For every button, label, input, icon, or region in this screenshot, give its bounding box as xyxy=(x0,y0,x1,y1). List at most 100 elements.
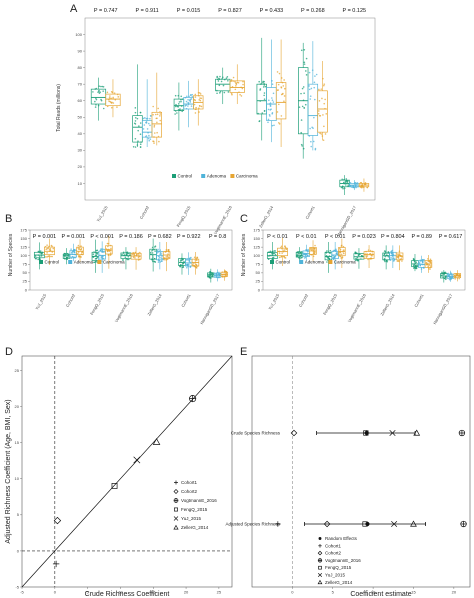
jitter-point xyxy=(159,253,162,255)
jitter-point xyxy=(100,256,103,258)
jitter-point xyxy=(283,95,286,97)
legend-swatch xyxy=(270,260,274,264)
jitter-point xyxy=(81,251,83,254)
jitter-point xyxy=(50,255,52,258)
jitter-point xyxy=(313,86,316,89)
jitter-point xyxy=(234,80,236,83)
x-tick-label: YuJ_2015 xyxy=(267,292,281,311)
jitter-point xyxy=(263,92,266,94)
jitter-point xyxy=(301,145,303,147)
jitter-point xyxy=(308,71,311,74)
jitter-point xyxy=(218,77,220,80)
x-tick-label: FengQ_2015 xyxy=(175,204,191,227)
jitter-point xyxy=(308,85,310,87)
jitter-point xyxy=(190,105,193,107)
jitter-point xyxy=(283,79,285,81)
legend-label: Cohort2 xyxy=(325,551,342,556)
box xyxy=(317,90,328,133)
jitter-point xyxy=(95,249,98,252)
panel-label: B xyxy=(5,213,12,225)
jitter-point xyxy=(134,146,137,148)
jitter-point xyxy=(447,272,450,275)
jitter-point xyxy=(298,106,301,108)
jitter-point xyxy=(317,112,320,115)
jitter-point xyxy=(99,249,102,252)
x-tick-label: 10 xyxy=(118,590,123,595)
jitter-point xyxy=(98,89,100,92)
y-tick-label: 50 xyxy=(256,270,261,275)
jitter-point xyxy=(321,97,323,100)
jitter-point xyxy=(302,86,305,88)
jitter-point xyxy=(347,184,350,186)
jitter-point xyxy=(300,252,303,255)
jitter-point xyxy=(186,264,189,266)
jitter-point xyxy=(240,95,243,97)
jitter-point xyxy=(284,245,286,248)
p-value-label: P = 0.8 xyxy=(209,234,226,240)
p-value-label: P = 0.125 xyxy=(342,8,366,14)
jitter-point xyxy=(106,91,109,94)
jitter-point xyxy=(110,102,113,104)
jitter-point xyxy=(106,242,109,245)
jitter-point xyxy=(304,103,307,106)
jitter-point xyxy=(80,245,82,248)
jitter-point xyxy=(458,277,461,280)
x-tick-label: ZellerG_2014 xyxy=(379,292,396,316)
jitter-point xyxy=(186,266,188,269)
jitter-point xyxy=(267,108,270,111)
jitter-point xyxy=(136,117,139,120)
jitter-point xyxy=(303,92,305,95)
jitter-point xyxy=(318,114,321,117)
jitter-point xyxy=(181,108,183,111)
x-tick-label: VogtmannE_2016 xyxy=(213,204,234,235)
jitter-point xyxy=(117,96,120,98)
jitter-point xyxy=(156,121,158,124)
y-axis-label: Number of Species xyxy=(8,233,14,276)
jitter-point xyxy=(276,89,279,91)
jitter-point xyxy=(312,140,315,143)
jitter-point xyxy=(397,253,399,256)
jitter-point xyxy=(139,146,142,148)
y-tick-label: 50 xyxy=(23,270,28,275)
jitter-point xyxy=(242,80,244,83)
x-tick-label: 15 xyxy=(411,590,416,595)
jitter-point xyxy=(131,253,134,256)
y-tick-label: 25 xyxy=(256,279,261,284)
jitter-point xyxy=(444,271,446,274)
legend-label: Cohort1 xyxy=(325,543,342,548)
jitter-point xyxy=(73,251,76,254)
jitter-point xyxy=(97,91,99,94)
jitter-point xyxy=(230,79,233,81)
jitter-point xyxy=(163,258,166,261)
legend-swatch xyxy=(201,174,206,178)
legend-label: Adenoma xyxy=(305,260,325,265)
jitter-point xyxy=(383,250,386,252)
x-tick-label: Cohort1 xyxy=(304,204,316,219)
jitter-point xyxy=(280,86,283,88)
jitter-point xyxy=(187,263,190,266)
jitter-point xyxy=(268,99,270,102)
jitter-point xyxy=(298,253,300,255)
jitter-point xyxy=(319,132,321,135)
jitter-point xyxy=(178,101,181,103)
jitter-point xyxy=(191,93,194,96)
jitter-point xyxy=(347,180,349,182)
jitter-point xyxy=(311,248,314,250)
jitter-point xyxy=(185,100,188,103)
jitter-point xyxy=(354,251,357,254)
jitter-point xyxy=(175,103,177,106)
jitter-point xyxy=(442,273,444,276)
jitter-point xyxy=(282,85,285,87)
jitter-point xyxy=(268,113,271,116)
jitter-point xyxy=(188,259,191,262)
y-tick-label: 10 xyxy=(15,476,20,481)
jitter-point xyxy=(94,100,96,103)
jitter-point xyxy=(223,91,226,94)
jitter-point xyxy=(134,111,137,114)
jitter-point xyxy=(180,95,183,98)
jitter-point xyxy=(419,264,421,267)
jitter-point xyxy=(35,257,37,260)
x-tick-label: FengQ_2015 xyxy=(89,292,105,315)
jitter-point xyxy=(271,99,274,101)
x-tick-label: 5 xyxy=(87,590,90,595)
